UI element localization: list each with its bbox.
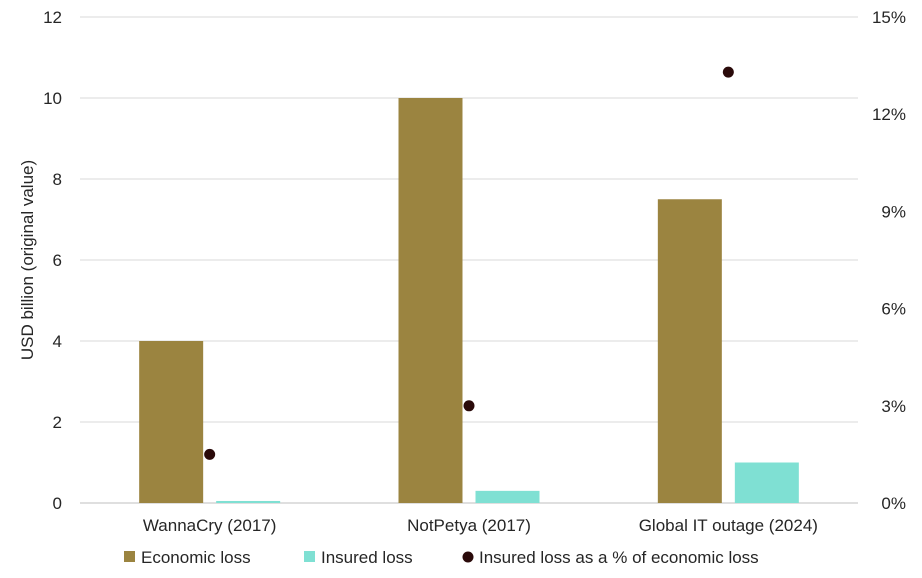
points [204, 66, 734, 460]
y-tick-label-left: 2 [53, 413, 62, 432]
bar-economic-loss [139, 341, 204, 503]
legend-swatch [124, 551, 135, 562]
gridlines [80, 16, 858, 504]
point-insured-loss-pct [722, 66, 734, 78]
y-tick-label-right: 6% [881, 300, 906, 319]
y-tick-label-left: 6 [53, 251, 62, 270]
bar-economic-loss [398, 98, 463, 503]
y-tick-label-right: 9% [881, 202, 906, 221]
legend-swatch [304, 551, 315, 562]
x-tick-label: NotPetya (2017) [407, 516, 531, 535]
y-axis-label: USD billion (original value) [18, 160, 37, 360]
bar-insured-loss [475, 490, 540, 503]
y-tick-label-right: 0% [881, 494, 906, 513]
y-tick-label-right: 3% [881, 397, 906, 416]
legend-label: Economic loss [141, 548, 251, 567]
y-tick-label-left: 12 [43, 8, 62, 27]
x-axis: WannaCry (2017) NotPetya (2017) Global IT … [143, 516, 818, 535]
point-insured-loss-pct [463, 400, 475, 412]
y-tick-label-left: 0 [53, 494, 62, 513]
y-tick-label-left: 10 [43, 89, 62, 108]
x-tick-label: WannaCry (2017) [143, 516, 277, 535]
x-tick-label: Global IT outage (2024) [639, 516, 818, 535]
y-tick-label-right: 15% [872, 8, 906, 27]
bar-insured-loss [216, 500, 281, 503]
legend-label: Insured loss [321, 548, 413, 567]
y-tick-label-left: 8 [53, 170, 62, 189]
point-insured-loss-pct [204, 448, 216, 460]
bar-economic-loss [657, 199, 722, 503]
legend-label: Insured loss as a % of economic loss [479, 548, 759, 567]
y-axis-right: 0% 3% 6% 9% 12% 15% [872, 8, 906, 513]
y-tick-label-right: 12% [872, 105, 906, 124]
y-tick-label-left: 4 [53, 332, 62, 351]
legend-marker [462, 551, 474, 563]
bar-insured-loss [734, 462, 799, 503]
bars [139, 98, 799, 503]
y-axis-left: 0 2 4 6 8 10 12 [43, 8, 62, 513]
legend: Economic loss Insured loss Insured loss as… [124, 548, 759, 567]
